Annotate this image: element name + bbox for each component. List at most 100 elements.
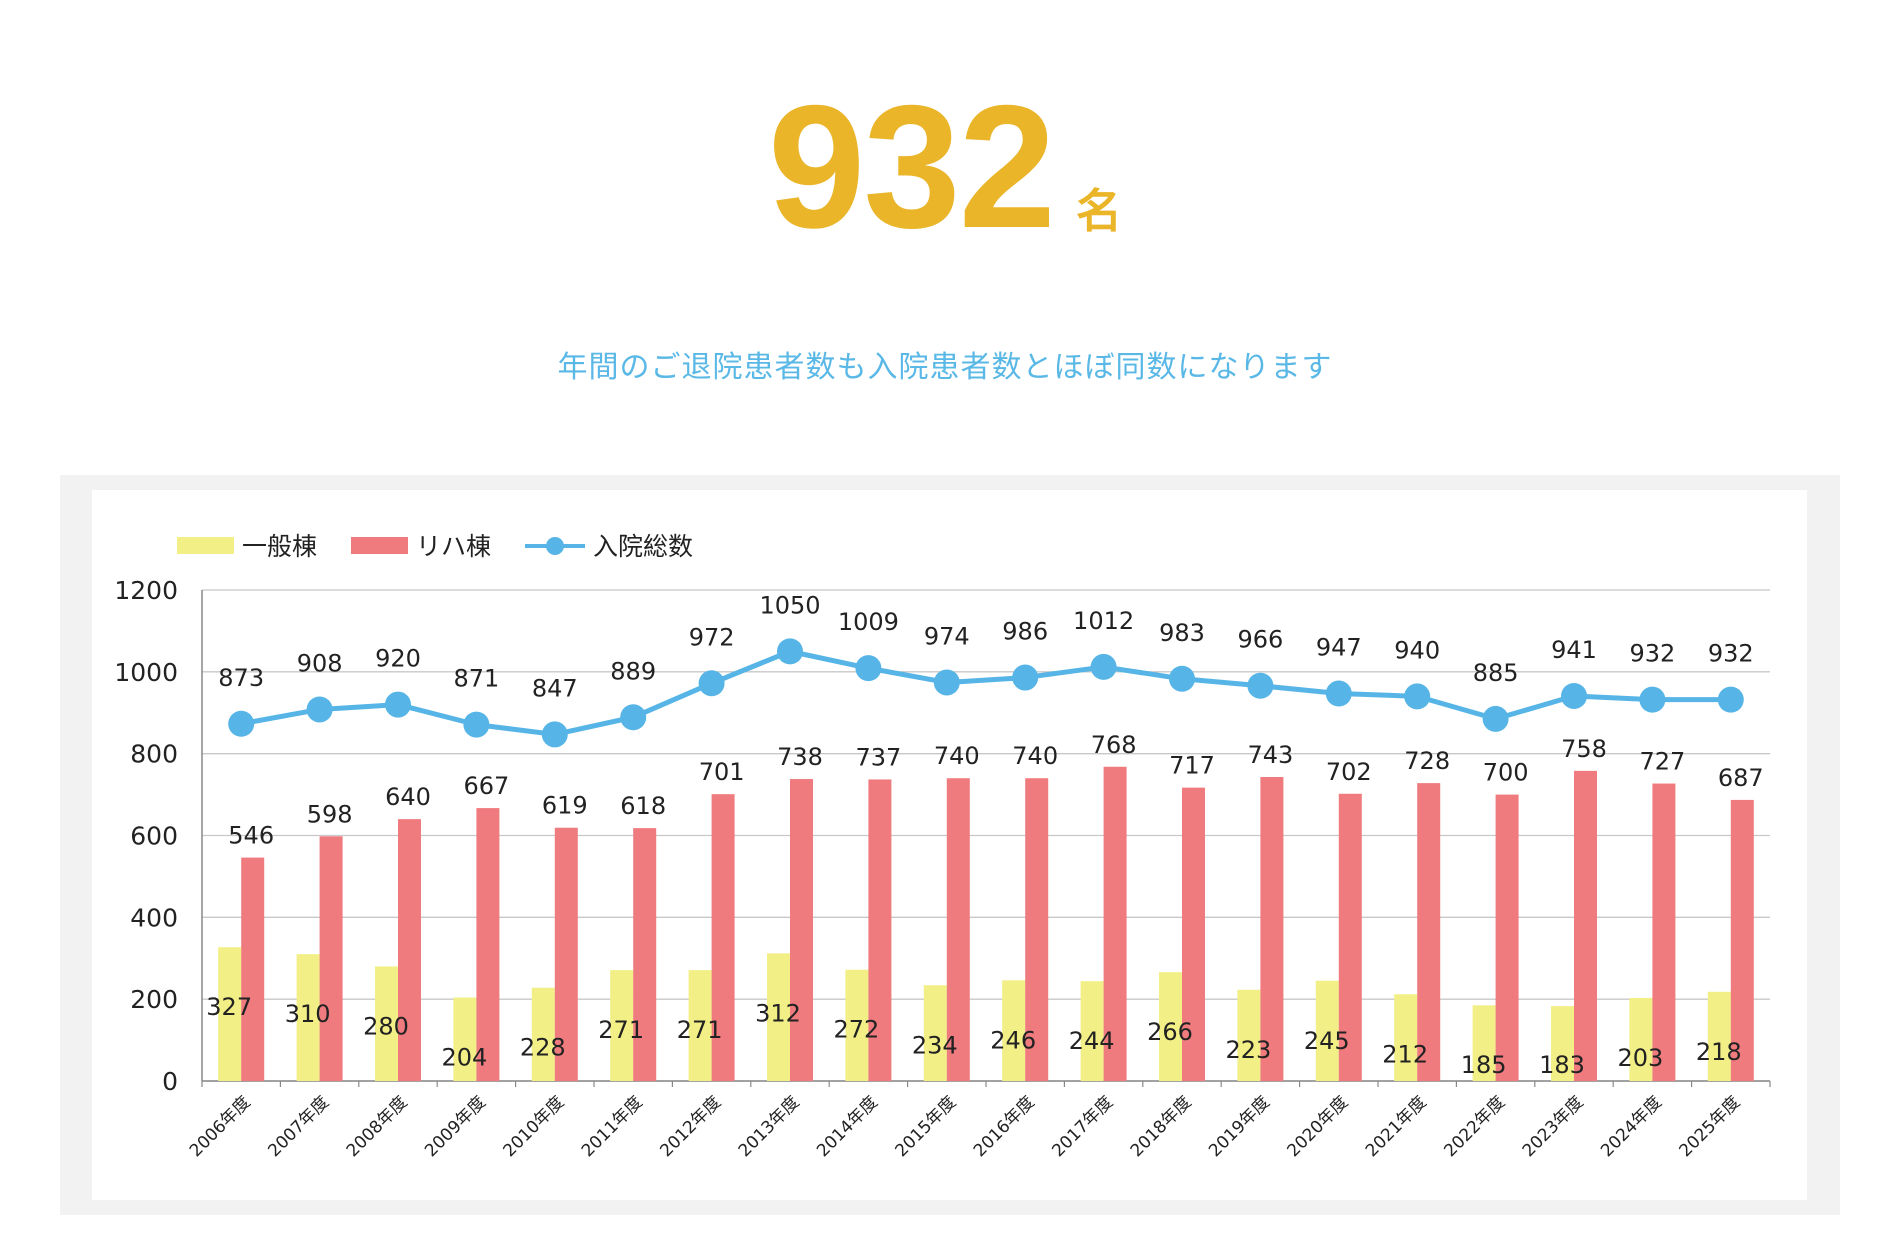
data-label-total: 986 bbox=[1002, 618, 1048, 646]
data-label-total: 940 bbox=[1394, 636, 1440, 664]
data-label-total: 920 bbox=[375, 645, 421, 673]
bar-general bbox=[531, 987, 555, 1081]
data-label-total: 972 bbox=[689, 623, 735, 651]
data-label-rehab: 702 bbox=[1326, 758, 1372, 786]
bar-rehab bbox=[1495, 794, 1519, 1081]
legend-swatch-total bbox=[525, 536, 586, 555]
legend-item-total: 入院総数 bbox=[525, 527, 693, 563]
data-label-rehab: 743 bbox=[1247, 741, 1293, 769]
point-total bbox=[1169, 665, 1195, 692]
data-label-total: 974 bbox=[924, 622, 970, 650]
x-tick-label: 2025年度 bbox=[1676, 1092, 1745, 1161]
bar-general bbox=[218, 947, 242, 1081]
data-label-general: 183 bbox=[1539, 1051, 1585, 1079]
bar-rehab bbox=[1574, 770, 1597, 1081]
subtitle: 年間のご退院患者数も入院患者数とほぼ同数になります bbox=[557, 350, 1333, 385]
data-label-general: 310 bbox=[285, 1000, 331, 1028]
legend-label-general: 一般棟 bbox=[242, 532, 318, 561]
data-label-general: 272 bbox=[833, 1016, 879, 1044]
data-label-general: 212 bbox=[1382, 1040, 1428, 1068]
y-tick-label: 0 bbox=[162, 1067, 178, 1096]
chart-svg: 0 200 400 600 800 1000 1200 327 546 310 598 280 640 2… bbox=[114, 576, 1771, 1161]
bar-rehab bbox=[1338, 793, 1362, 1081]
point-total bbox=[1247, 672, 1274, 699]
bar-rehab bbox=[1025, 778, 1049, 1081]
data-label-total: 871 bbox=[453, 665, 499, 693]
data-label-general: 246 bbox=[990, 1026, 1036, 1054]
bar-rehab bbox=[1730, 799, 1754, 1081]
legend-label-rehab: リハ棟 bbox=[416, 532, 492, 561]
bar-general bbox=[296, 954, 320, 1081]
data-label-rehab: 758 bbox=[1561, 735, 1607, 763]
data-label-general: 228 bbox=[520, 1034, 566, 1062]
data-label-rehab: 700 bbox=[1483, 759, 1529, 787]
y-tick-label: 600 bbox=[130, 822, 178, 851]
data-label-general: 203 bbox=[1617, 1044, 1663, 1072]
point-total bbox=[777, 638, 803, 665]
data-label-total: 966 bbox=[1237, 626, 1283, 654]
data-label-general: 327 bbox=[206, 993, 252, 1021]
bar-general bbox=[375, 966, 398, 1081]
data-label-general: 271 bbox=[677, 1016, 723, 1044]
data-label-rehab: 740 bbox=[934, 742, 980, 770]
data-label-general: 280 bbox=[363, 1012, 409, 1040]
bar-rehab bbox=[476, 808, 500, 1081]
x-tick-label: 2010年度 bbox=[500, 1092, 569, 1161]
data-label-rehab: 728 bbox=[1404, 747, 1450, 775]
chart-card: 0 200 400 600 800 1000 1200 327 546 310 598 280 640 2… bbox=[92, 490, 1807, 1200]
x-tick-label: 2015年度 bbox=[892, 1092, 961, 1161]
data-label-total: 873 bbox=[218, 664, 264, 692]
point-total bbox=[385, 691, 411, 718]
point-total bbox=[620, 704, 647, 731]
x-tick-label: 2024年度 bbox=[1597, 1092, 1666, 1161]
x-tick-label: 2008年度 bbox=[343, 1092, 412, 1161]
series-line-total bbox=[240, 648, 1731, 737]
bar-general bbox=[767, 953, 790, 1081]
data-label-total: 1012 bbox=[1073, 607, 1134, 635]
y-tick-label: 1000 bbox=[114, 658, 178, 687]
x-tick-label: 2023年度 bbox=[1519, 1092, 1588, 1161]
data-label-total: 889 bbox=[610, 657, 656, 685]
data-label-rehab: 737 bbox=[855, 743, 901, 771]
bar-rehab bbox=[1182, 787, 1205, 1081]
bar-general bbox=[1394, 994, 1418, 1081]
bar-rehab bbox=[946, 778, 970, 1081]
data-label-rehab: 598 bbox=[307, 800, 353, 828]
x-tick-label: 2016年度 bbox=[970, 1092, 1039, 1161]
bar-rehab bbox=[868, 779, 892, 1081]
bar-general bbox=[1629, 997, 1653, 1081]
x-tick-label: 2014年度 bbox=[813, 1092, 882, 1161]
bar-rehab bbox=[1652, 783, 1676, 1081]
bar-rehab bbox=[554, 827, 578, 1081]
data-label-total: 885 bbox=[1473, 659, 1519, 687]
bar-rehab bbox=[241, 857, 265, 1081]
bar-general bbox=[845, 969, 869, 1081]
legend: 一般棟 リハ棟 入院総数 bbox=[177, 527, 693, 563]
data-label-rehab: 687 bbox=[1718, 764, 1764, 792]
bar-general bbox=[1080, 981, 1104, 1081]
data-label-general: 218 bbox=[1696, 1038, 1742, 1066]
data-label-total: 847 bbox=[532, 674, 578, 702]
point-total bbox=[1090, 653, 1117, 680]
x-tick-label: 2021年度 bbox=[1362, 1092, 1431, 1161]
data-label-general: 245 bbox=[1304, 1027, 1350, 1055]
legend-item-general: 一般棟 bbox=[177, 527, 317, 563]
bar-general bbox=[453, 997, 477, 1081]
legend-label-total: 入院総数 bbox=[593, 532, 694, 561]
data-label-total: 1009 bbox=[838, 608, 899, 636]
bar-general bbox=[1315, 980, 1339, 1081]
data-label-total: 908 bbox=[297, 649, 343, 677]
bar-rehab bbox=[790, 779, 813, 1081]
point-total bbox=[306, 696, 333, 723]
x-tick-label: 2007年度 bbox=[264, 1092, 333, 1161]
bar-general bbox=[1159, 972, 1182, 1081]
x-tick-label: 2018年度 bbox=[1127, 1092, 1196, 1161]
data-label-total: 941 bbox=[1551, 636, 1597, 664]
y-tick-label: 200 bbox=[130, 985, 178, 1014]
point-total bbox=[855, 655, 882, 682]
x-tick-label: 2006年度 bbox=[186, 1092, 255, 1161]
bar-rehab bbox=[711, 794, 735, 1081]
data-label-general: 223 bbox=[1225, 1036, 1271, 1064]
unit-label: 名 bbox=[1075, 184, 1122, 238]
bar-general bbox=[1002, 980, 1026, 1081]
